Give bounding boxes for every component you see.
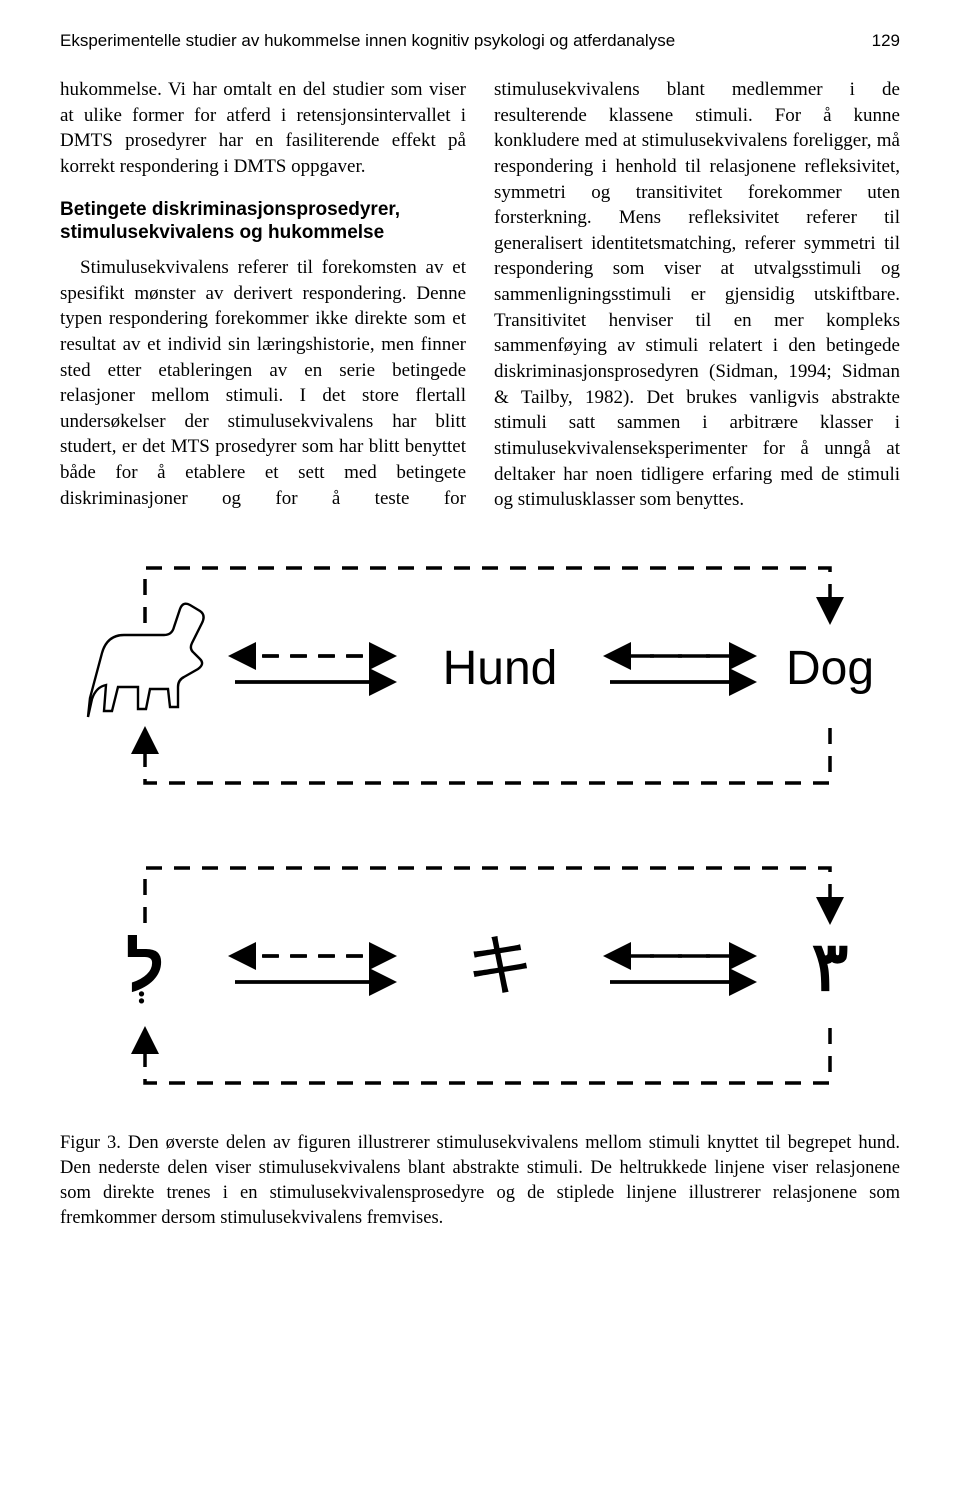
svg-text:۳: ۳ [812,929,849,1005]
svg-text:Hund: Hund [443,642,558,695]
section-heading: Betingete diskriminasjonsprosedyrer, sti… [60,198,466,246]
running-title: Eksperimentelle studier av hukommelse in… [60,30,675,53]
paragraph-1: hukommelse. Vi har omtalt en del studier… [60,77,466,180]
svg-text:לְ: לְ [126,929,165,1005]
svg-text:キ: キ [466,929,534,1005]
figure-caption: Figur 3. Den øverste delen av figuren il… [60,1131,900,1231]
body-columns: hukommelse. Vi har omtalt en del studier… [60,77,900,513]
running-head: Eksperimentelle studier av hukommelse in… [60,30,900,53]
figure-svg: Hund Dog לְ キ ۳ [60,553,900,1113]
figure-3: Hund Dog לְ キ ۳ Figur 3. Den øverste delen a… [60,553,900,1231]
page-number: 129 [872,30,900,53]
svg-text:Dog: Dog [786,642,874,695]
